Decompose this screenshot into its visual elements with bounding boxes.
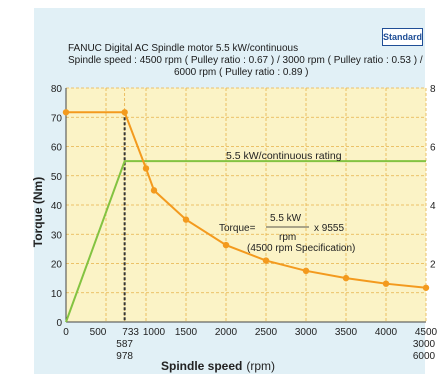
- x-tick-label-row3: 978: [116, 351, 133, 362]
- series: [62, 109, 430, 323]
- torque-point: [62, 109, 70, 116]
- x-axis-unit: (rpm): [246, 359, 275, 373]
- x-tick-label: 1000: [143, 327, 166, 338]
- torque-point: [422, 284, 430, 291]
- x-tick-label: 3000: [295, 327, 318, 338]
- y2-tick-label: 2: [430, 260, 436, 271]
- formula-prefix: Torque=: [219, 223, 256, 234]
- x-tick-label-row2: 3000: [413, 339, 436, 350]
- formula-suffix: x 9555: [314, 223, 344, 234]
- title-line-1: FANUC Digital AC Spindle motor 5.5 kW/co…: [68, 43, 299, 54]
- x-tick-label: 4500: [415, 327, 438, 338]
- y-tick-label: 80: [51, 84, 63, 95]
- torque-point: [121, 109, 128, 116]
- x-tick-label: 500: [90, 327, 107, 338]
- torque-point: [382, 280, 390, 287]
- torque-point: [302, 267, 310, 275]
- x-tick-label: 2000: [215, 327, 238, 338]
- formula-denominator: rpm: [279, 232, 296, 243]
- torque-point: [262, 257, 270, 264]
- y-tick-label: 20: [51, 260, 63, 271]
- x-tick-label-row2: 587: [116, 339, 133, 350]
- standard-badge: Standard: [382, 28, 423, 46]
- x-tick-label-row3: 6000: [413, 351, 436, 362]
- y-tick-label: 0: [56, 318, 62, 329]
- formula-numerator: 5.5 kW: [270, 213, 302, 224]
- y-tick-label: 70: [51, 113, 63, 124]
- y-tick-label: 10: [51, 289, 63, 300]
- chart-title: FANUC Digital AC Spindle motor 5.5 kW/co…: [68, 43, 428, 79]
- title-line-2: Spindle speed : 4500 rpm ( Pulley ratio …: [68, 55, 423, 66]
- y2-tick-label: 6: [430, 143, 436, 154]
- y-tick-label: 50: [51, 172, 63, 183]
- axes: [65, 88, 426, 323]
- torque-point: [222, 241, 230, 249]
- torque-point: [182, 216, 190, 223]
- y2-tick-label: 4: [430, 201, 436, 212]
- x-tick-label: 0: [63, 327, 69, 338]
- x-axis-label-text: Spindle speed: [161, 359, 242, 373]
- torque-point: [142, 165, 150, 172]
- output-line: [65, 160, 426, 323]
- torque-point: [342, 274, 350, 282]
- y-tick-label: 40: [51, 201, 63, 212]
- torque-point: [150, 187, 158, 194]
- x-tick-label: 4000: [375, 327, 398, 338]
- x-tick-label: 733: [122, 327, 139, 338]
- y-tick-label: 60: [51, 143, 63, 154]
- y-tick-label: 30: [51, 230, 63, 241]
- formula-note: (4500 rpm Specification): [247, 243, 355, 254]
- y2-tick-label: 8: [430, 84, 436, 95]
- rating-label: 5.5 kW/continuous rating: [226, 150, 342, 162]
- x-axis-label: Spindle speed (rpm): [161, 359, 275, 373]
- title-line-3: 6000 rpm ( Pulley ratio : 0.89 ): [174, 67, 309, 78]
- x-tick-label: 1500: [175, 327, 198, 338]
- y-axis-label: Torque (Nm): [31, 177, 45, 247]
- x-tick-label: 3500: [335, 327, 358, 338]
- x-tick-label: 2500: [255, 327, 278, 338]
